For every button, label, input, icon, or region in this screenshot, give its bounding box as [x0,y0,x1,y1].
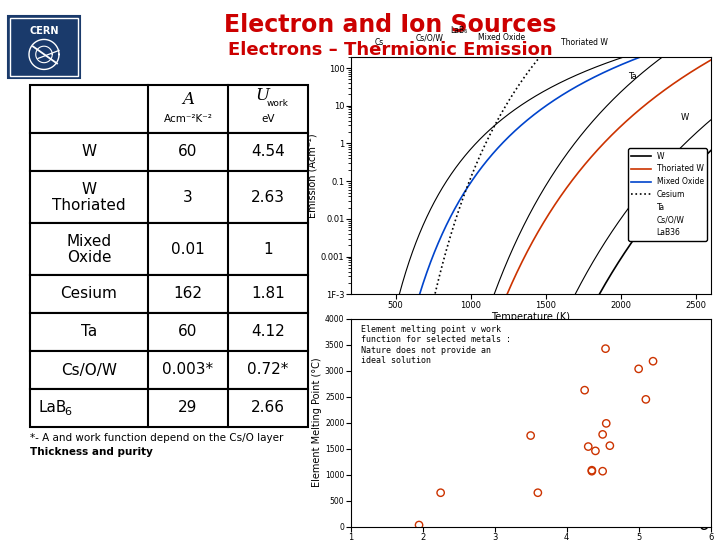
Bar [30,351,308,389]
Text: 2.66: 2.66 [251,401,285,415]
X-axis label: Temperature (K): Temperature (K) [491,312,570,322]
Text: 6: 6 [64,407,71,417]
Point [604,441,616,450]
Text: CERN: CERN [30,26,59,36]
Text: Thoriated: Thoriated [52,198,126,213]
Text: LaB: LaB [38,401,66,415]
Text: 29: 29 [179,401,198,415]
Text: Thickness and purity: Thickness and purity [30,447,153,457]
Text: 1: 1 [264,241,273,256]
Text: 60: 60 [179,145,198,159]
Text: Mixed Oxide: Mixed Oxide [478,33,526,42]
Bar [30,313,308,351]
Text: Oxide: Oxide [67,249,112,265]
Text: 4.54: 4.54 [251,145,285,159]
Text: Electron and Ion Sources: Electron and Ion Sources [224,13,557,37]
Bar [30,275,308,313]
Text: 6: 6 [698,516,710,534]
Text: 4.12: 4.12 [251,325,285,340]
Text: W: W [81,183,96,198]
Bar [30,133,308,171]
Point [633,364,644,373]
Point [582,442,594,451]
Text: 3: 3 [183,190,193,205]
Text: Ta: Ta [81,325,97,340]
Y-axis label: Emission (Acm⁻²): Emission (Acm⁻²) [308,133,318,218]
Text: *- A and work function depend on the Cs/O layer: *- A and work function depend on the Cs/… [30,433,284,443]
Point [600,345,611,353]
Y-axis label: Element Melting Point (°C): Element Melting Point (°C) [312,357,322,488]
Point [647,357,659,366]
Bar [30,223,308,275]
Text: eV: eV [261,114,275,124]
Point [413,521,425,529]
Text: 0.003*: 0.003* [163,362,214,377]
Bar [30,171,308,223]
Text: U: U [255,87,269,105]
Point [579,386,590,395]
Text: Cs/O/W: Cs/O/W [61,362,117,377]
Bar [10,18,78,76]
Text: Element melting point v work
function for selected metals :
Nature does not prov: Element melting point v work function fo… [361,325,511,365]
Bar [8,16,80,78]
Text: W: W [81,145,96,159]
Point [640,395,652,404]
Text: LaB₆: LaB₆ [450,26,467,35]
Text: Cesium: Cesium [60,287,117,301]
Bar [30,389,308,427]
Point [597,467,608,476]
Point [586,467,598,476]
Point [590,447,601,455]
Text: 162: 162 [174,287,202,301]
Point [600,419,612,428]
Bar [30,85,308,133]
Text: Cs: Cs [375,38,384,47]
Point [525,431,536,440]
Text: Mixed: Mixed [66,234,112,249]
Point [586,466,598,475]
Text: Thoriated W: Thoriated W [561,38,608,47]
Text: Acm⁻²K⁻²: Acm⁻²K⁻² [163,114,212,124]
Text: 0.01: 0.01 [171,241,205,256]
Legend: W, Thoriated W, Mixed Oxide, Cesium, Ta, Cs/O/W, LaB36: W, Thoriated W, Mixed Oxide, Cesium, Ta,… [629,148,707,240]
Text: 2.63: 2.63 [251,190,285,205]
Text: Electrons – Thermionic Emission: Electrons – Thermionic Emission [228,41,552,59]
Point [435,488,446,497]
Text: 0.72*: 0.72* [247,362,289,377]
Text: 1.81: 1.81 [251,287,285,301]
Text: 60: 60 [179,325,198,340]
Point [532,488,544,497]
Text: Ta: Ta [628,72,637,81]
Text: A: A [182,91,194,107]
Point [597,430,608,438]
Text: work: work [267,98,289,107]
Text: Cs/O/W: Cs/O/W [416,33,444,42]
Text: W: W [680,113,689,122]
